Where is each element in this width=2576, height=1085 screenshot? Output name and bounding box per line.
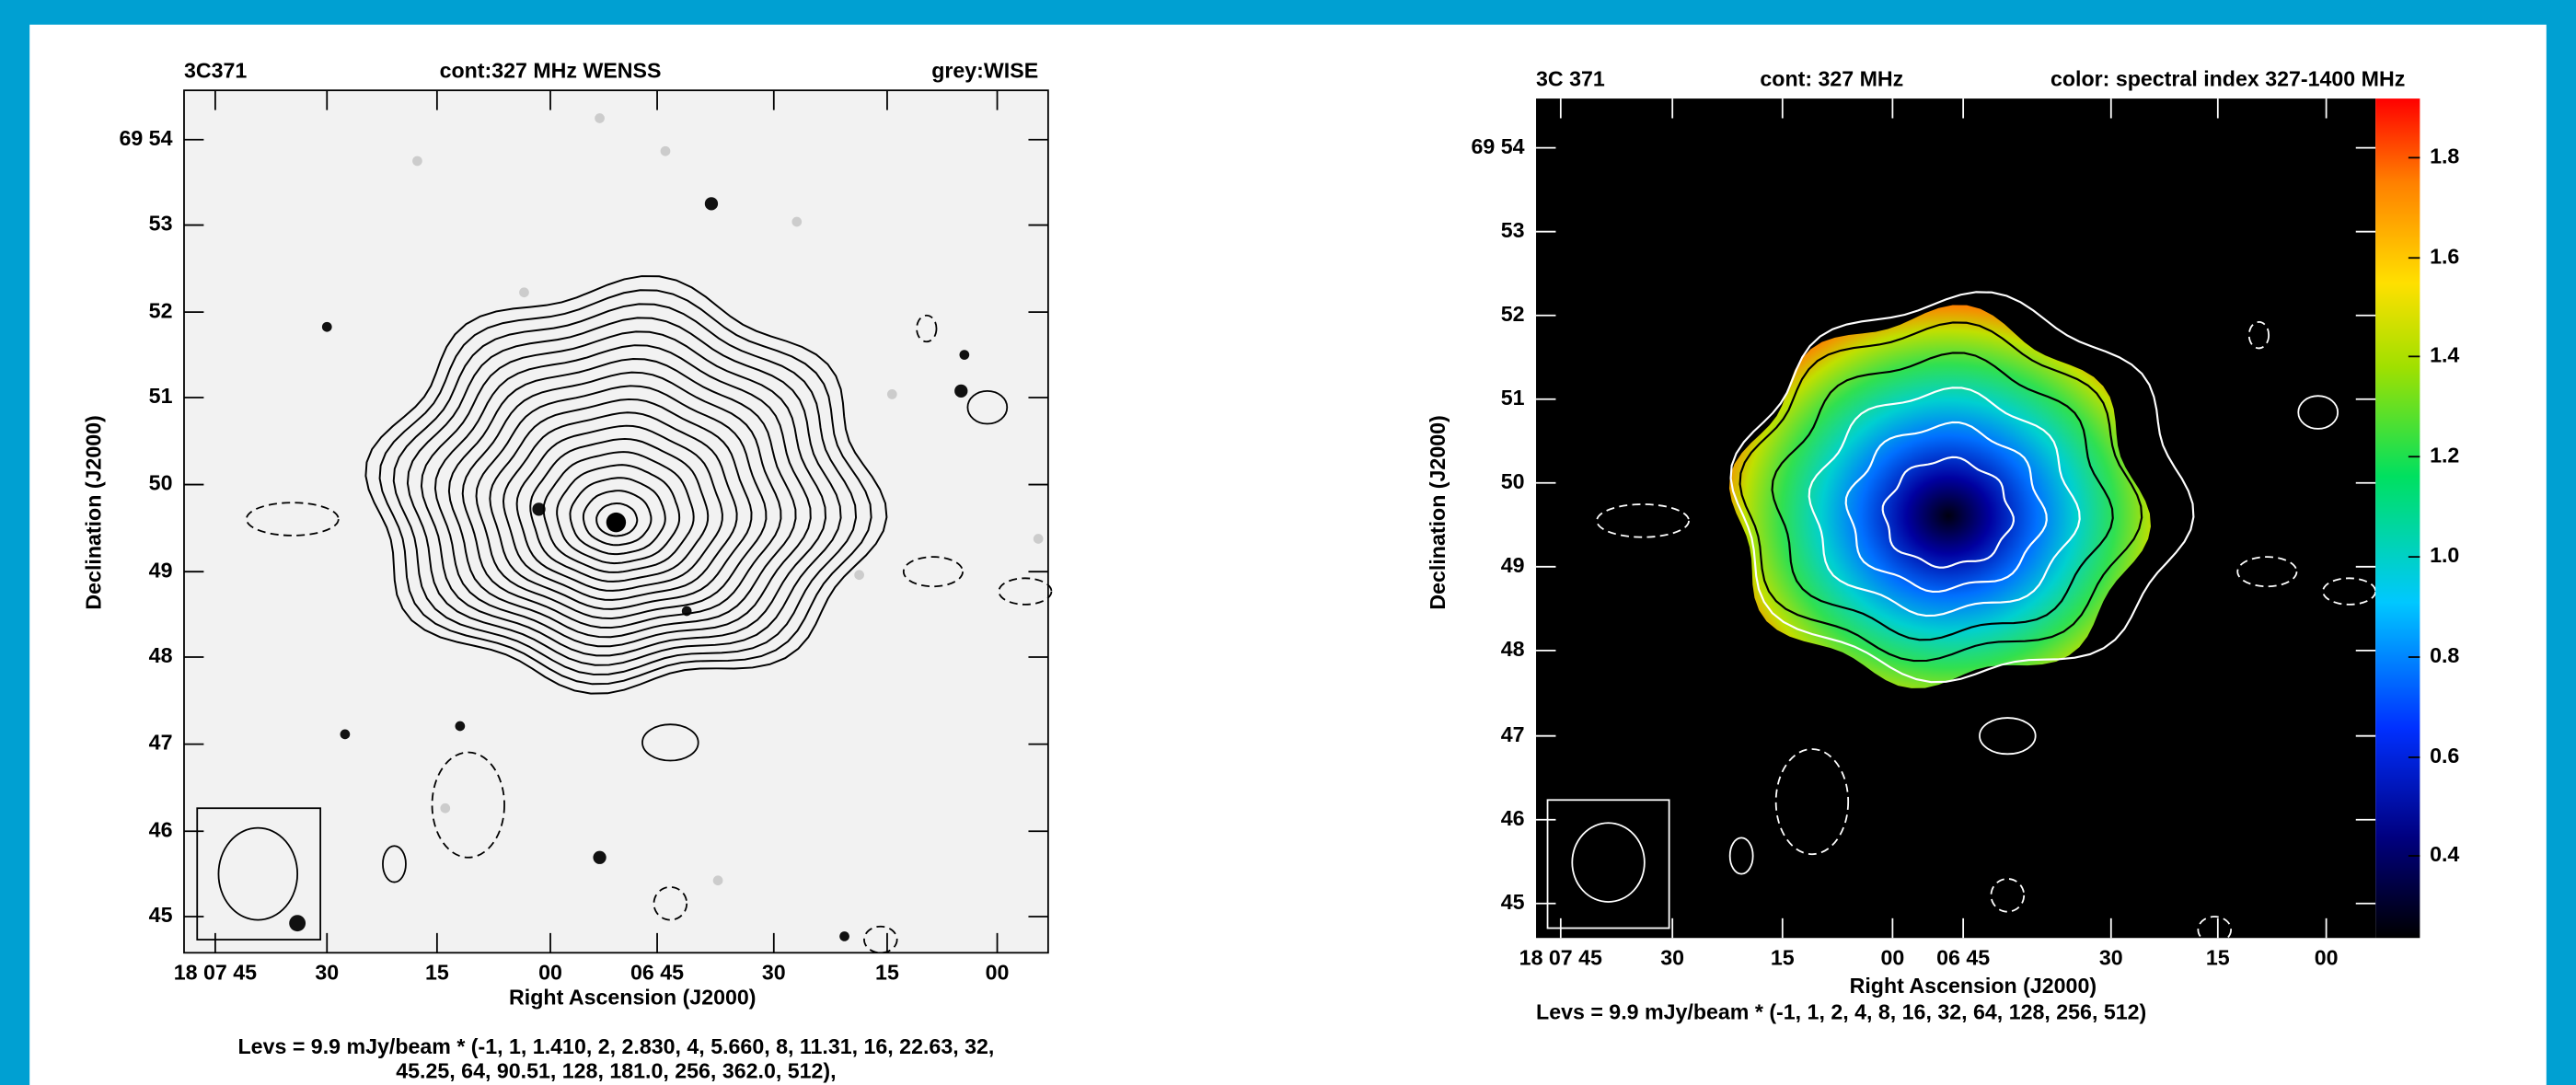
ra-tick-label: 30 [2099, 946, 2123, 970]
right-color-label: color: spectral index 327-1400 MHz [2050, 67, 2405, 91]
dec-tick-label: 50 [149, 471, 173, 495]
ra-tick-label: 30 [762, 961, 786, 985]
star [705, 197, 718, 210]
ra-tick-label: 06 45 [1936, 946, 1990, 970]
star [322, 322, 332, 332]
colorbar [2375, 98, 2420, 938]
right-y-label: Declination (J2000) [1426, 415, 1450, 609]
star [455, 721, 465, 732]
dec-tick-label: 52 [149, 298, 173, 322]
dec-tick-label: 53 [1501, 218, 1525, 242]
faint-star [1034, 534, 1044, 544]
page: 3C371 cont:327 MHz WENSS grey:WISE Right… [0, 0, 2576, 1085]
ra-tick-label: 00 [2315, 946, 2339, 970]
faint-star [887, 389, 897, 399]
colorbar-tick-label: 1.0 [2430, 543, 2459, 567]
ra-tick-label: 00 [986, 961, 1010, 985]
ra-tick-label: 30 [315, 961, 339, 985]
colorbar-tick-label: 1.2 [2430, 443, 2459, 467]
dec-tick-label: 51 [1501, 386, 1525, 410]
colorbar-tick-label: 0.4 [2430, 842, 2459, 866]
right-contour-label: cont: 327 MHz [1760, 67, 1903, 91]
faint-star [440, 803, 450, 814]
colorbar-tick-label: 1.4 [2430, 342, 2459, 366]
colorbar-tick-label: 0.8 [2430, 643, 2459, 667]
left-x-label: Right Ascension (J2000) [509, 985, 756, 1009]
star [289, 915, 306, 931]
dec-tick-label: 45 [149, 903, 173, 927]
dec-tick-label: 46 [149, 817, 173, 841]
ra-tick-label: 18 07 45 [1519, 946, 1602, 970]
left-contour-label: cont:327 MHz WENSS [440, 59, 662, 83]
ra-tick-label: 06 45 [630, 961, 684, 985]
faint-star [595, 113, 605, 123]
ra-tick-label: 15 [875, 961, 899, 985]
left-grey-label: grey:WISE [931, 59, 1038, 83]
right-x-label: Right Ascension (J2000) [1850, 974, 2097, 998]
dec-tick-label: 52 [1501, 302, 1525, 326]
ra-tick-label: 00 [538, 961, 562, 985]
colorbar-tick-label: 1.8 [2430, 144, 2459, 167]
left-levels: Levs = 9.9 mJy/beam * (-1, 1, 1.410, 2, … [238, 1034, 995, 1058]
star [954, 385, 967, 398]
ra-tick-label: 15 [1771, 946, 1795, 970]
colorbar-tick-label: 0.6 [2430, 744, 2459, 768]
star [959, 350, 969, 360]
dec-tick-label: 47 [1501, 722, 1525, 746]
star [341, 730, 351, 740]
star [593, 851, 606, 864]
colorbar-tick-label: 1.6 [2430, 244, 2459, 268]
left-y-label: Declination (J2000) [82, 415, 106, 609]
right-source: 3C 371 [1536, 67, 1605, 91]
ra-tick-label: 30 [1660, 946, 1684, 970]
dec-tick-label: 69 54 [119, 126, 172, 150]
faint-star [791, 217, 802, 227]
dec-tick-label: 51 [149, 384, 173, 408]
left-levels: 45.25, 64, 90.51, 128, 181.0, 256, 362.0… [396, 1059, 836, 1083]
dec-tick-label: 48 [149, 643, 173, 667]
right-levels: Levs = 9.9 mJy/beam * (-1, 1, 2, 4, 8, 1… [1536, 999, 2146, 1023]
dec-tick-label: 47 [149, 731, 173, 755]
dec-tick-label: 50 [1501, 469, 1525, 493]
faint-star [412, 156, 422, 167]
ra-tick-label: 00 [1880, 946, 1904, 970]
dec-tick-label: 46 [1501, 806, 1525, 830]
faint-star [661, 146, 671, 156]
left-source: 3C371 [184, 59, 247, 83]
ra-tick-label: 18 07 45 [174, 961, 257, 985]
core [606, 513, 626, 532]
ra-tick-label: 15 [2206, 946, 2230, 970]
dec-tick-label: 45 [1501, 890, 1525, 914]
dec-tick-label: 49 [1501, 553, 1525, 577]
star [839, 931, 849, 941]
faint-star [854, 570, 864, 580]
faint-star [519, 287, 529, 297]
dec-tick-label: 69 54 [1472, 134, 1525, 158]
ra-tick-label: 15 [425, 961, 449, 985]
figure: 3C371 cont:327 MHz WENSS grey:WISE Right… [0, 0, 2576, 1085]
dec-tick-label: 49 [149, 558, 173, 582]
dec-tick-label: 53 [149, 212, 173, 236]
faint-star [713, 875, 723, 885]
dec-tick-label: 48 [1501, 637, 1525, 661]
